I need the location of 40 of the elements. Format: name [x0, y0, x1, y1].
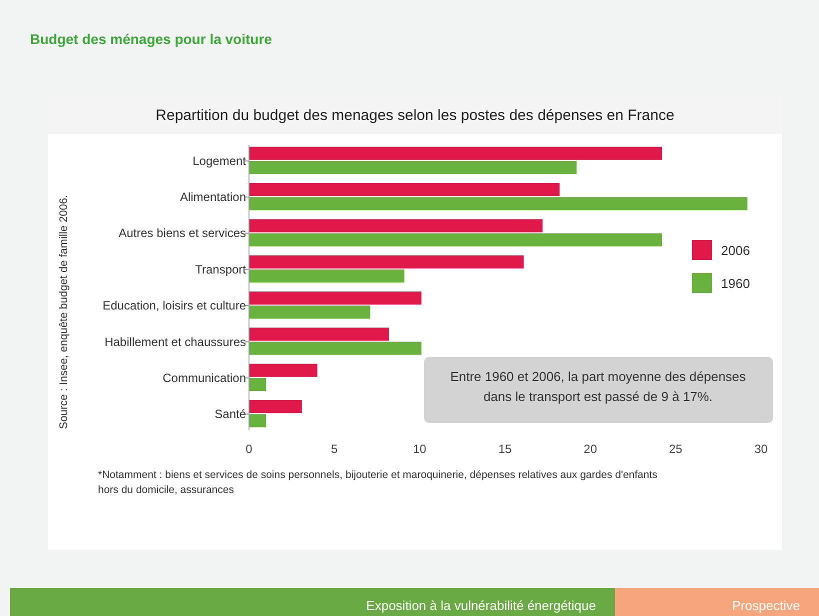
text: *Notamment : biens et services de soins personnels, bijouterie et maroquinerie, dépenses relatives aux gardes d'enfants hors du domicile, assurances	[98, 469, 658, 496]
bar	[249, 160, 577, 174]
x-tick-label: 0	[246, 442, 253, 456]
bar	[249, 182, 560, 196]
legend-label: 1960	[721, 276, 750, 291]
legend-label: 2006	[721, 243, 750, 258]
bar	[249, 342, 422, 355]
bar	[249, 306, 370, 319]
bar	[249, 255, 524, 268]
chart-title: Budget des ménages pour la voiture	[30, 31, 272, 47]
x-tick-label: 10	[412, 442, 427, 456]
text: Prospective	[732, 598, 800, 613]
bar	[249, 400, 302, 414]
chart-subtitle: Repartition du budget des menages selon les postes des dépenses en France	[156, 107, 674, 124]
bar	[249, 328, 389, 341]
bar	[249, 219, 543, 232]
text: Exposition à la vulnérabilité énergétique	[366, 598, 596, 613]
y-tick-label: Alimentation	[180, 190, 246, 204]
y-tick-label: Santé	[214, 407, 246, 422]
bar	[249, 378, 266, 392]
y-tick-label: Transport	[195, 262, 247, 276]
x-tick-label: 5	[330, 442, 338, 456]
y-tick-label: Autres biens et services	[118, 226, 246, 240]
annotation: Entre 1960 et 2006, la part moyenne des dépenses dans le transport est passé de 9 à 17%.	[450, 369, 746, 404]
bar	[249, 414, 266, 428]
bar	[249, 146, 662, 160]
bar	[249, 269, 404, 283]
x-tick-label: 15	[498, 442, 512, 456]
y-tick-label: Education, loisirs et culture	[102, 298, 246, 313]
x-tick-label: 30	[754, 442, 768, 456]
x-tick-label: 25	[668, 442, 683, 456]
x-tick-label: 20	[584, 442, 598, 456]
y-tick-label: Habillement et chaussures	[104, 334, 246, 349]
bar	[249, 197, 748, 210]
source-note: Source : Insee, enquête budget de famille 2006.	[58, 194, 70, 430]
y-tick-label: Logement	[192, 154, 247, 168]
bar	[249, 364, 318, 377]
bar	[249, 233, 662, 246]
bar	[249, 291, 422, 305]
y-tick-label: Communication	[162, 370, 246, 385]
